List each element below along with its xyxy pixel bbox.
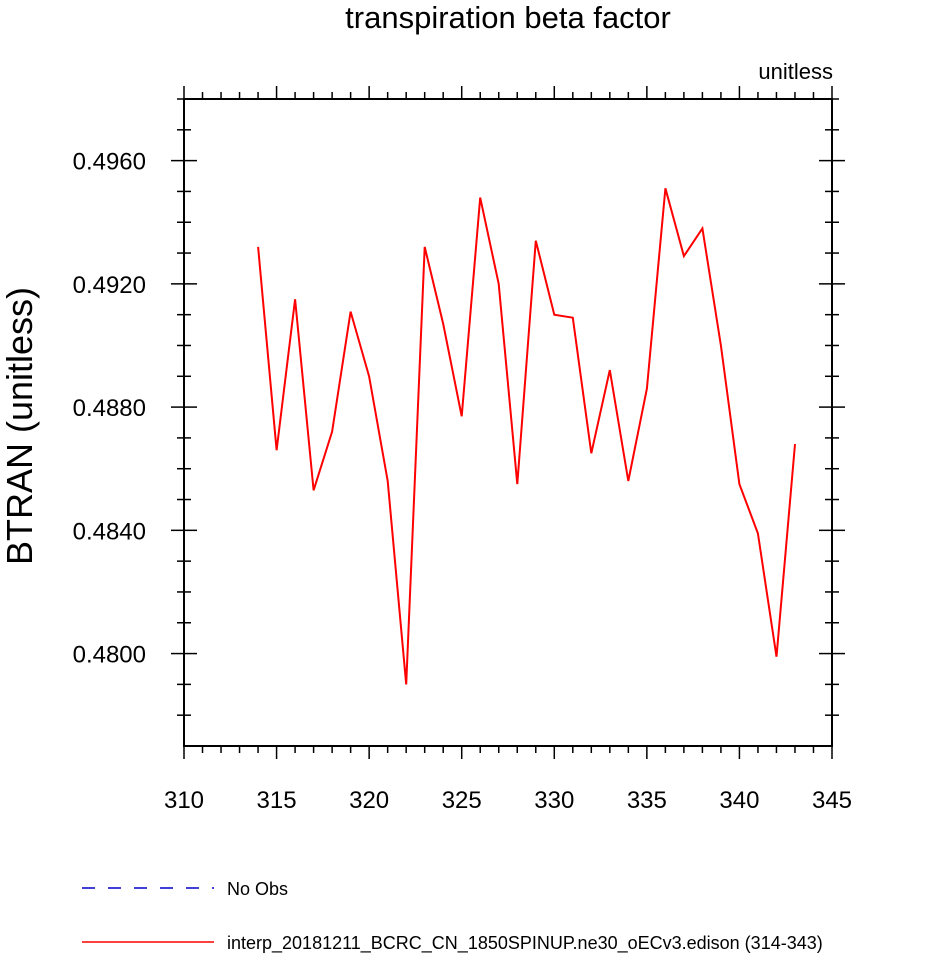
series-layer <box>257 188 796 685</box>
legend-label-no-obs: No Obs <box>227 879 288 899</box>
units-label: unitless <box>758 59 833 84</box>
x-tick-label: 325 <box>442 787 482 814</box>
x-axis: 310 315 320 325 330 335 340 345 <box>164 86 852 814</box>
x-tick-label: 340 <box>719 787 759 814</box>
x-tick-label: 320 <box>349 787 389 814</box>
x-tick-label: 310 <box>164 787 204 814</box>
y-tick-label: 0.4960 <box>73 149 146 176</box>
plot-frame <box>183 98 833 747</box>
y-tick-label: 0.4880 <box>73 395 146 422</box>
x-tick-label: 330 <box>534 787 574 814</box>
y-axis: 0.4800 0.4840 0.4880 0.4920 0.4960 <box>73 98 845 716</box>
series-line-1 <box>257 188 796 685</box>
chart-title: transpiration beta factor <box>345 0 671 35</box>
y-tick-label: 0.4920 <box>73 272 146 299</box>
x-tick-label: 335 <box>627 787 667 814</box>
x-tick-label: 315 <box>257 787 297 814</box>
y-tick-label: 0.4840 <box>73 518 146 545</box>
x-tick-label: 345 <box>812 787 852 814</box>
y-axis-label: BTRAN (unitless) <box>0 287 40 565</box>
y-tick-label: 0.4800 <box>73 642 146 669</box>
legend: No Obs interp_20181211_BCRC_CN_1850SPINU… <box>82 879 823 953</box>
legend-label-model: interp_20181211_BCRC_CN_1850SPINUP.ne30_… <box>227 933 823 953</box>
